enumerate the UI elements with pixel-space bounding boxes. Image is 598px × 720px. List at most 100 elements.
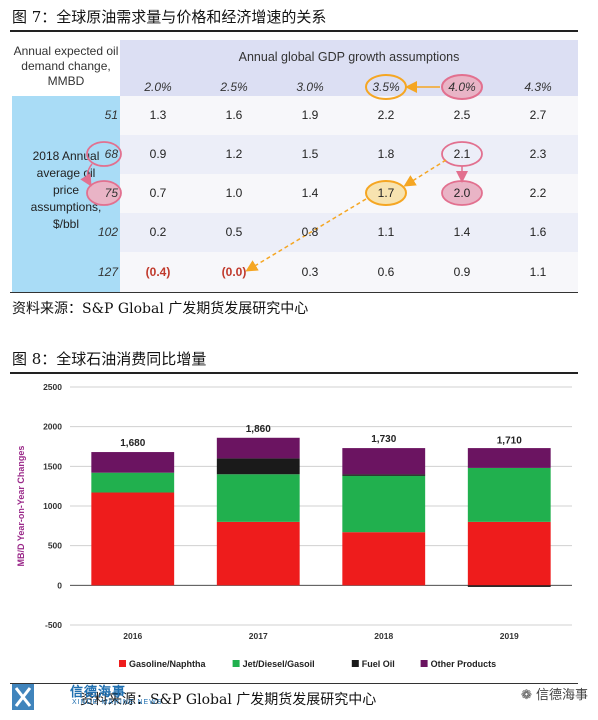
corner-label: Annual expected oil demand change, MMBD bbox=[12, 44, 120, 89]
price-row-label: 68 bbox=[104, 147, 118, 161]
gdp-column-label: 4.0% bbox=[448, 80, 476, 94]
bar-segment-fuel-oil bbox=[342, 474, 426, 476]
total-label: 1,860 bbox=[246, 424, 271, 435]
watermark-right-text: ❁ 信德海事 bbox=[521, 684, 588, 703]
figure8-caption: 图 8：全球石油消费同比增量 bbox=[12, 350, 207, 368]
bar-segment-gasoline-naphtha bbox=[91, 492, 175, 586]
row-bg-2 bbox=[120, 135, 578, 174]
y-tick-label: 2500 bbox=[43, 382, 62, 392]
table-cell: (0.0) bbox=[221, 265, 247, 279]
row-bg-1 bbox=[120, 96, 578, 135]
table-cell: 1.3 bbox=[149, 108, 167, 122]
price-row-label: 75 bbox=[104, 186, 118, 200]
row-bg-3 bbox=[120, 174, 578, 213]
price-label-line-4: assumptions, bbox=[30, 200, 102, 214]
table-cell: 0.7 bbox=[149, 186, 167, 200]
x-tick-label: 2016 bbox=[123, 631, 142, 641]
y-tick-label: 500 bbox=[48, 541, 62, 551]
gdp-column-label: 2.5% bbox=[220, 80, 248, 94]
highlight-gdp-4-0 bbox=[441, 74, 483, 100]
gdp-title: Annual global GDP growth assumptions bbox=[238, 50, 460, 64]
bar-segment-other-products bbox=[342, 448, 426, 475]
table-cell: 1.1 bbox=[529, 265, 547, 279]
row-bg-4 bbox=[120, 213, 578, 252]
price-row-label: 127 bbox=[97, 265, 118, 279]
table-cell: 0.3 bbox=[301, 265, 319, 279]
watermark-text: 信德海事 bbox=[70, 685, 127, 700]
bar-segment-fuel-oil bbox=[216, 458, 300, 475]
table-cell: 1.6 bbox=[529, 225, 547, 239]
table-cell: 1.6 bbox=[225, 108, 243, 122]
bar-segment-other-products bbox=[91, 452, 175, 473]
table-cell: 2.5 bbox=[453, 108, 471, 122]
arrow-dashed-2 bbox=[245, 198, 367, 272]
total-label: 1,710 bbox=[497, 436, 522, 447]
corner-label-line-3: MMBD bbox=[47, 74, 85, 88]
table-cell: 0.9 bbox=[453, 265, 471, 279]
gdp-header-bg bbox=[120, 40, 578, 96]
y-tick-label: -500 bbox=[45, 620, 62, 630]
highlight-price-68 bbox=[86, 141, 122, 167]
table-cell: 0.2 bbox=[149, 225, 167, 239]
table-cell: 1.0 bbox=[225, 186, 243, 200]
table-cell: (0.4) bbox=[145, 265, 171, 279]
table-cell: 2.2 bbox=[529, 186, 547, 200]
legend-swatch bbox=[351, 660, 359, 667]
legend-label: Gasoline/Naphtha bbox=[129, 659, 207, 669]
legend-label: Jet/Diesel/Gasoil bbox=[243, 659, 315, 669]
corner-label-line-1: Annual expected oil bbox=[13, 44, 119, 58]
bar-segment-jet-diesel-gasoil bbox=[216, 474, 300, 522]
legend-swatch bbox=[119, 660, 126, 667]
row-bg-5 bbox=[120, 252, 578, 292]
x-tick-label: 2017 bbox=[249, 631, 268, 641]
table-cell: 0.5 bbox=[225, 225, 243, 239]
y-tick-label: 2000 bbox=[43, 422, 62, 432]
legend-label: Other Products bbox=[431, 659, 497, 669]
bar-segment-other-products bbox=[467, 448, 551, 468]
bar-segment-gasoline-naphtha bbox=[467, 521, 551, 586]
gdp-column-label: 4.3% bbox=[524, 80, 552, 94]
bar-segment-jet-diesel-gasoil bbox=[342, 475, 426, 533]
bar-segment-fuel-oil bbox=[467, 585, 551, 587]
table-cell: 2.0 bbox=[453, 186, 471, 200]
bar-segment-gasoline-naphtha bbox=[342, 532, 426, 586]
gdp-column-label: 3.5% bbox=[372, 80, 400, 94]
price-axis-label: 2018 Annual average oil price assumption… bbox=[14, 148, 118, 233]
bar-segment-jet-diesel-gasoil bbox=[91, 472, 175, 493]
arrow-dashed-1 bbox=[403, 159, 447, 187]
table-cell: 2.2 bbox=[377, 108, 395, 122]
price-label-line-1: 2018 Annual bbox=[32, 149, 100, 163]
price-label-line-3: price bbox=[52, 183, 79, 197]
total-label: 1,680 bbox=[120, 438, 145, 449]
table-cell: 1.5 bbox=[301, 147, 319, 161]
legend-label: Fuel Oil bbox=[362, 659, 395, 669]
figure8-source: 资料来源：S&P Global 广发期货发展研究中心 bbox=[80, 692, 377, 708]
bar-segment-other-products bbox=[216, 437, 300, 459]
figure7-bottom-rule bbox=[10, 292, 578, 293]
table-cell: 0.9 bbox=[149, 147, 167, 161]
figure8-chart: -500 0 500 1000 1500 2000 2500 MB/D Year-on-Yea… bbox=[16, 382, 572, 669]
figure7-top-rule bbox=[10, 30, 578, 32]
y-axis-label: MB/D Year-on-Year Changes bbox=[16, 446, 26, 567]
watermark-logo-icon bbox=[12, 684, 34, 710]
total-label: 1,730 bbox=[371, 434, 396, 445]
figure7-source: 资料来源：S&P Global 广发期货发展研究中心 bbox=[12, 301, 309, 317]
table-cell: 1.7 bbox=[377, 186, 395, 200]
table-cell: 2.3 bbox=[529, 147, 547, 161]
watermark-subtext: XINDE MARINE NEWS bbox=[72, 699, 163, 706]
price-row-label: 51 bbox=[104, 108, 118, 122]
table-cell: 1.1 bbox=[377, 225, 395, 239]
legend-swatch bbox=[420, 660, 428, 667]
table-cell: 2.1 bbox=[453, 147, 471, 161]
table-cell: 1.4 bbox=[301, 186, 319, 200]
highlight-price-75 bbox=[86, 180, 122, 206]
highlight-cell-1-7 bbox=[365, 180, 407, 206]
table-cell: 1.4 bbox=[453, 225, 471, 239]
bar-segment-jet-diesel-gasoil bbox=[467, 467, 551, 522]
bar-segment-gasoline-naphtha bbox=[216, 521, 300, 586]
table-cell: 2.7 bbox=[529, 108, 547, 122]
x-tick-label: 2019 bbox=[500, 631, 519, 641]
gdp-column-label: 2.0% bbox=[144, 80, 172, 94]
wechat-icon: ❁ bbox=[520, 688, 532, 703]
y-tick-label: 1000 bbox=[43, 501, 62, 511]
